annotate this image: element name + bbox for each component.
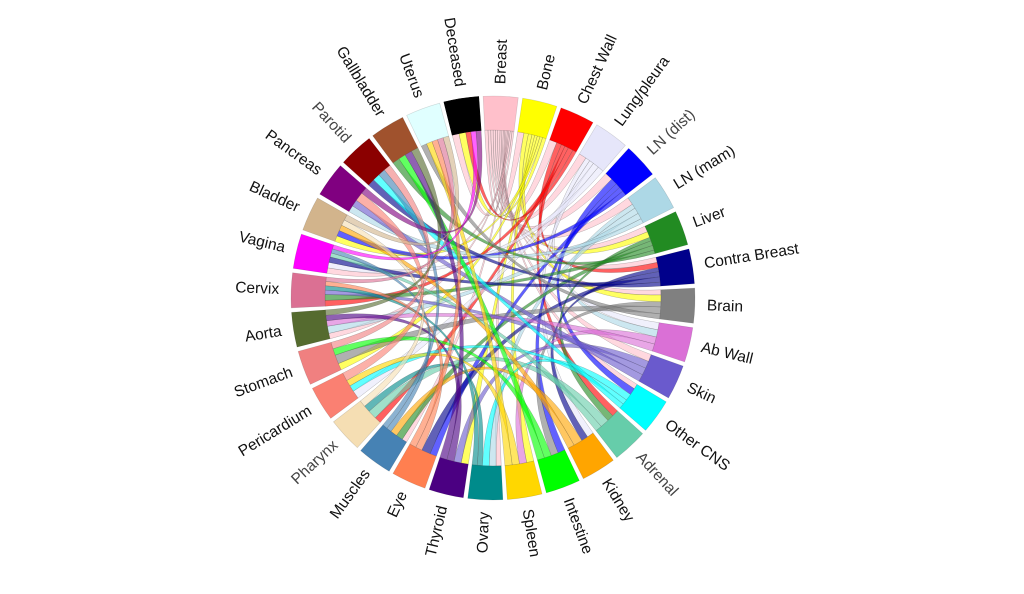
arc-bone <box>517 97 558 139</box>
arc-deceased <box>443 96 482 136</box>
label-bone: Bone <box>534 53 559 92</box>
arc-layer <box>290 95 696 501</box>
label-ab-wall: Ab Wall <box>699 339 754 368</box>
arc-ovary <box>467 464 504 501</box>
ribbon-brain-uterus <box>420 143 661 320</box>
arc-chest-wall <box>549 107 594 153</box>
label-ovary: Ovary <box>474 511 493 553</box>
label-liver: Liver <box>691 204 728 232</box>
arc-adrenal <box>595 410 644 458</box>
label-deceased: Deceased <box>440 16 468 88</box>
ribbon-chest-wall-cervix <box>324 147 574 307</box>
ribbon-pharynx-bladder <box>341 219 425 407</box>
ribbon-bladder-uterus <box>343 135 460 246</box>
arc-aorta <box>291 309 331 348</box>
label-cervix: Cervix <box>235 279 280 298</box>
arc-vagina <box>292 233 334 274</box>
arc-spleen <box>504 460 543 500</box>
label-chest-wall: Chest Wall <box>574 32 621 107</box>
arc-intestine <box>537 449 580 494</box>
label-gallbladder: Gallbladder <box>333 43 389 119</box>
label-muscles: Muscles <box>327 466 374 522</box>
arc-bladder <box>302 197 348 242</box>
label-skin: Skin <box>684 379 719 407</box>
arc-ln-dist <box>605 147 653 196</box>
ribbon-breast-vagina <box>326 130 513 277</box>
label-pharynx: Pharynx <box>288 437 341 488</box>
ribbon-breast-chest-wall <box>487 129 558 218</box>
label-stomach: Stomach <box>232 364 295 401</box>
label-eye: Eye <box>384 489 411 520</box>
ribbon-bone-bladder <box>334 136 543 257</box>
label-lung-pleura: Lung/pleura <box>611 53 673 130</box>
label-parotid: Parotid <box>308 99 354 147</box>
arc-contra-breast <box>655 248 695 287</box>
label-thyroid: Thyroid <box>423 504 452 558</box>
label-intestine: Intestine <box>560 496 596 557</box>
arc-kidney <box>567 432 614 480</box>
label-pancreas: Pancreas <box>262 127 325 179</box>
label-ln-mam: LN (mam) <box>671 142 739 193</box>
label-aorta: Aorta <box>244 323 284 346</box>
arc-other-cns <box>619 383 667 431</box>
arc-pericardium <box>311 372 359 419</box>
label-uterus: Uterus <box>395 51 427 100</box>
arc-ab-wall <box>652 322 694 363</box>
arc-muscles <box>360 424 408 472</box>
ribbon-ovary-cervix <box>324 285 479 466</box>
label-kidney: Kidney <box>598 476 637 525</box>
arc-uterus <box>406 102 449 147</box>
label-bladder: Bladder <box>247 178 303 216</box>
label-vagina: Vagina <box>237 229 287 257</box>
label-adrenal: Adrenal <box>632 449 681 500</box>
label-brain: Brain <box>707 297 744 315</box>
label-ln-dist: LN (dist) <box>644 106 699 158</box>
ribbon-bone-liver <box>518 132 651 254</box>
label-pericardium: Pericardium <box>236 402 315 460</box>
arc-thyroid <box>428 457 469 499</box>
arc-gallbladder <box>372 116 419 164</box>
label-breast: Breast <box>492 38 511 84</box>
arc-brain <box>659 287 696 324</box>
label-other-cns: Other CNS <box>662 416 733 474</box>
arc-parotid <box>342 138 391 186</box>
arc-pancreas <box>319 165 367 213</box>
arc-skin <box>638 354 684 399</box>
arc-eye <box>392 443 437 489</box>
ribbon-liver-gallbladder <box>392 158 656 265</box>
arc-liver <box>644 211 689 254</box>
label-contra-breast: Contra Breast <box>703 240 801 272</box>
arc-pharynx <box>333 400 381 449</box>
ribbon-layer <box>324 129 662 467</box>
arc-cervix <box>290 272 327 309</box>
arc-stomach <box>297 342 342 385</box>
arc-lung-pleura <box>578 124 626 172</box>
arc-ln-mam <box>627 177 675 224</box>
label-spleen: Spleen <box>519 508 543 558</box>
arc-breast <box>482 95 519 132</box>
